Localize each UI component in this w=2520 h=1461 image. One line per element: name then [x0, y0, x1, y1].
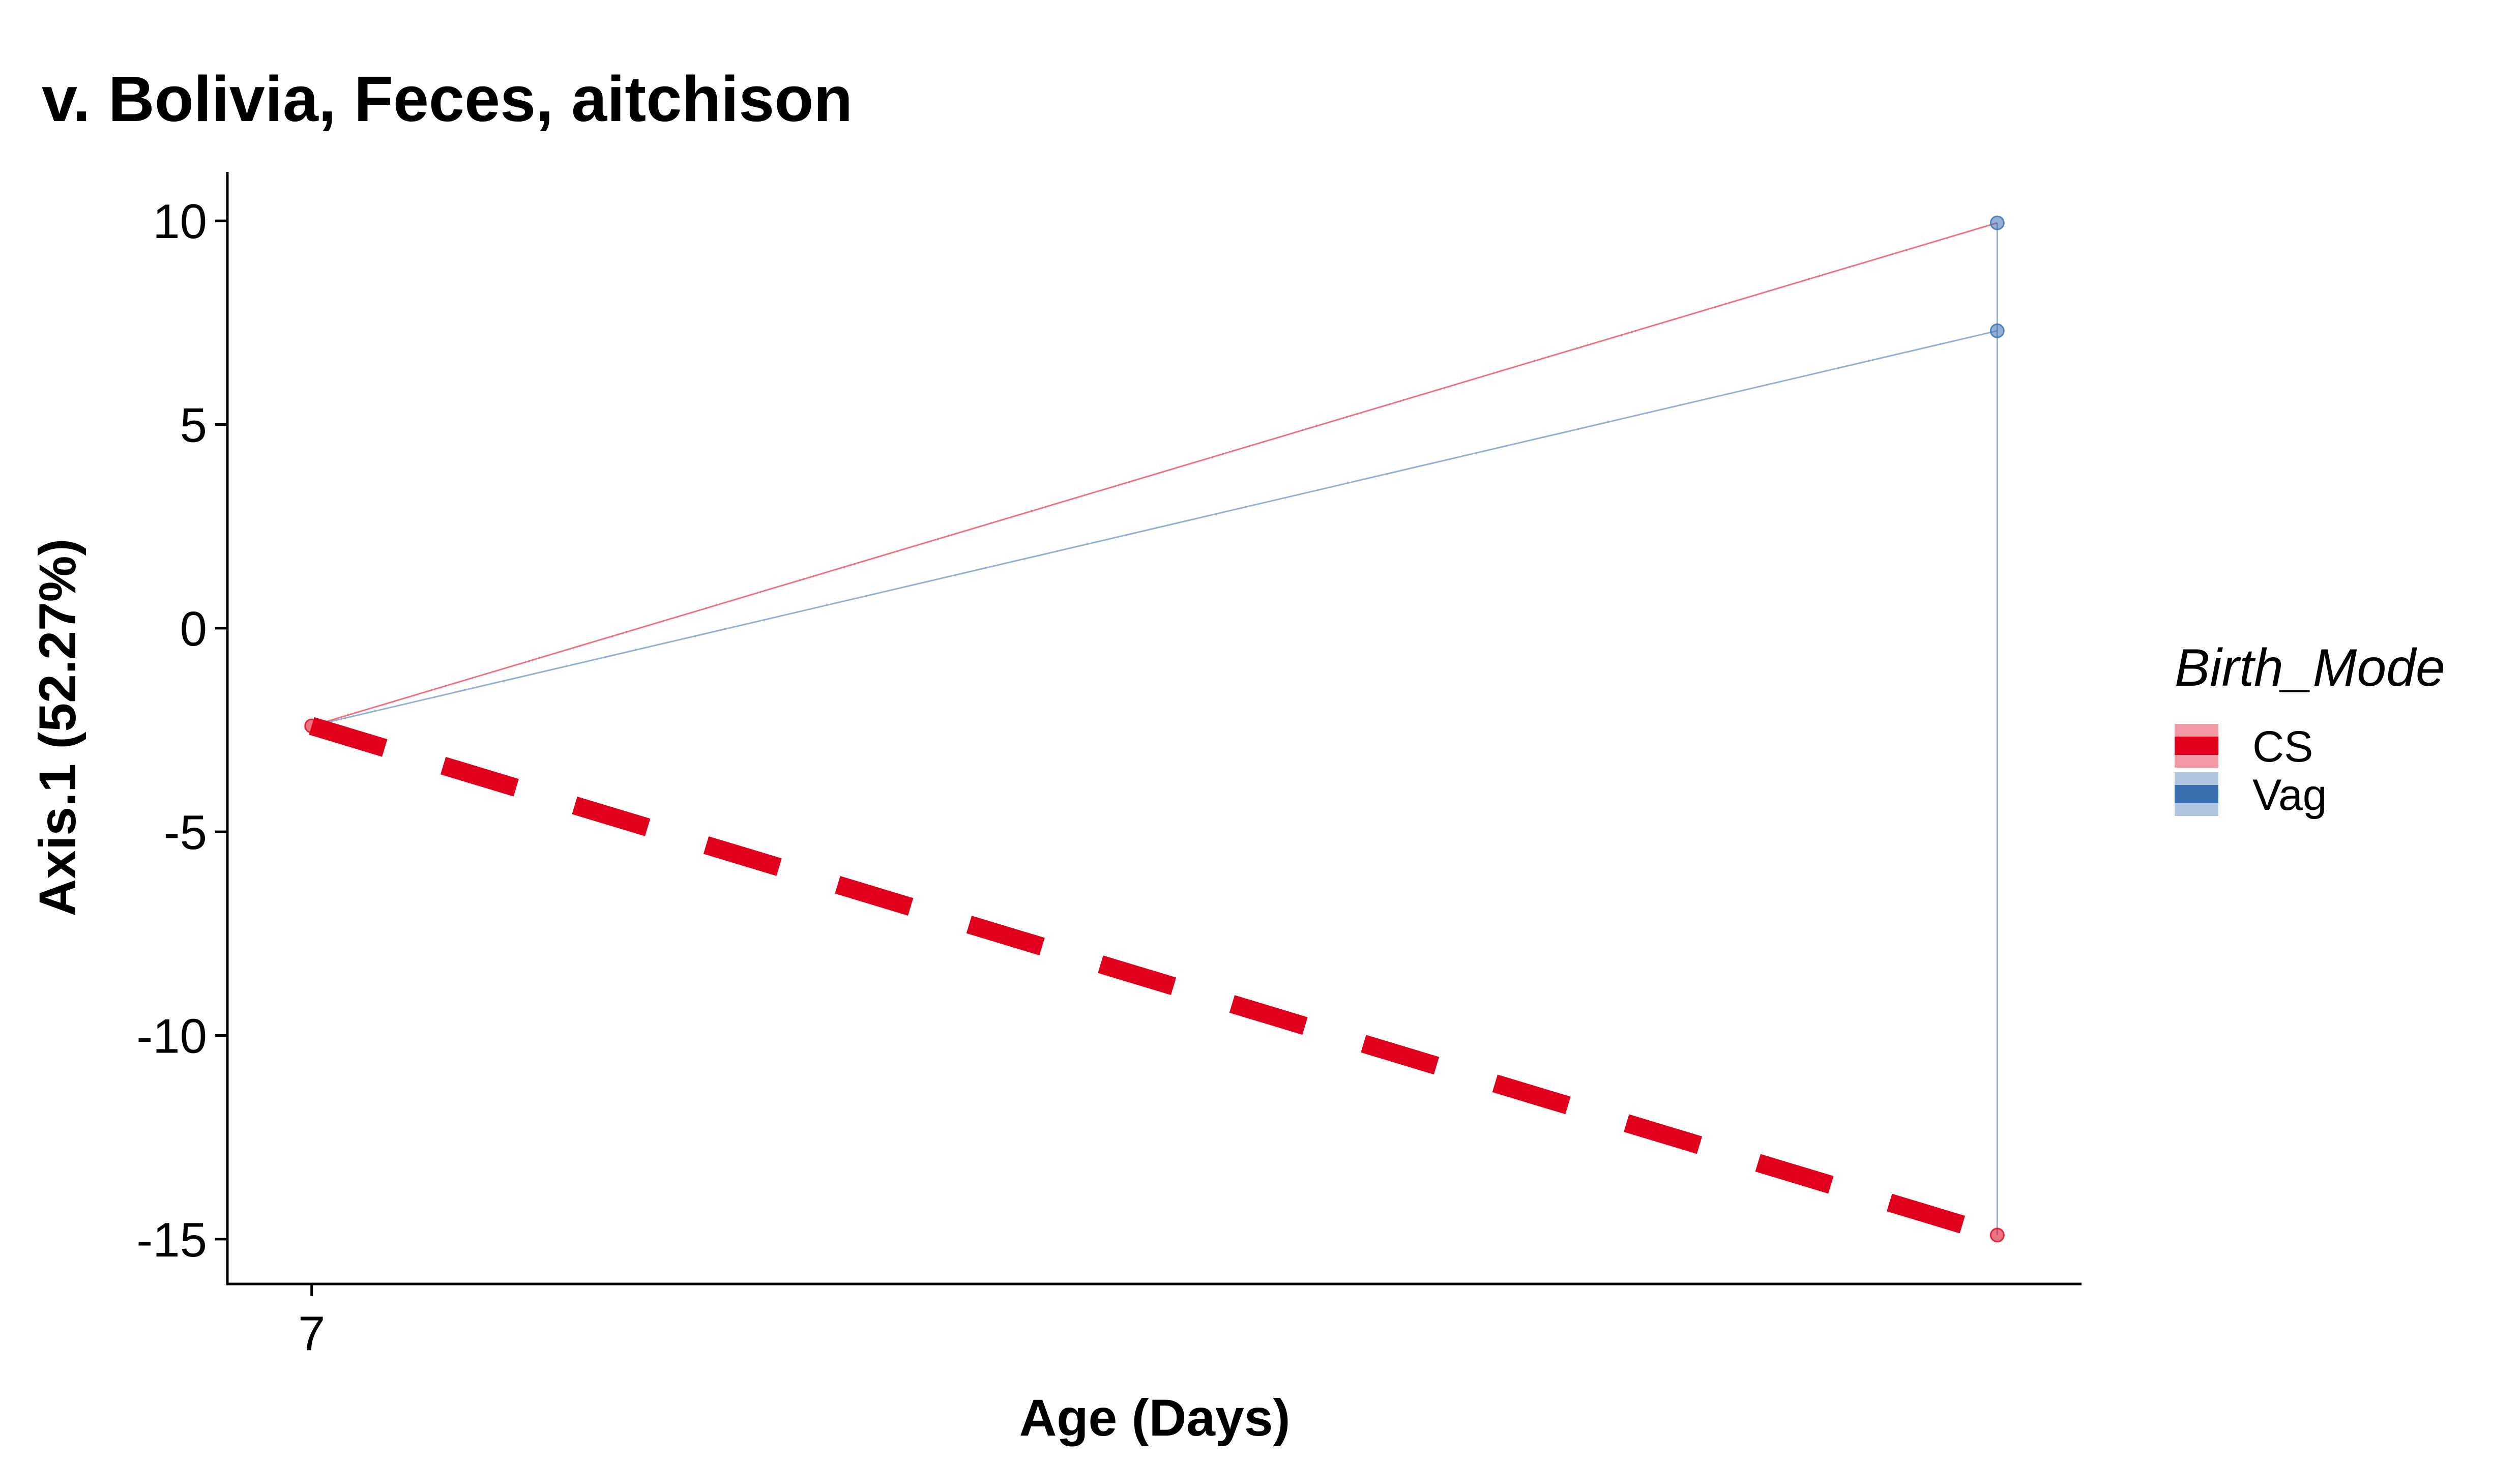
y-axis-title: Axis.1 (52.27%) [28, 539, 86, 917]
data-point-vag [1989, 323, 2005, 338]
series-line-vag [311, 330, 1998, 727]
x-axis-ticks: 7 [298, 1284, 325, 1361]
y-tick-label: -10 [136, 1009, 207, 1064]
data-point-vag [1989, 215, 2005, 230]
plot-series [309, 222, 2000, 1244]
series-line-cs-mean-trend [309, 717, 2000, 1244]
y-tick-label: 5 [180, 398, 207, 452]
legend-key-cs [2175, 724, 2218, 768]
x-tick-label: 7 [298, 1306, 325, 1361]
y-tick-label: -5 [164, 805, 207, 860]
legend-title: Birth_Mode [2175, 638, 2445, 697]
x-axis-title: Age (Days) [1019, 1389, 1291, 1447]
data-point-cs [1989, 1228, 2005, 1243]
y-tick-label: 10 [153, 194, 207, 249]
series-line-cs [311, 222, 1998, 727]
plot-points [304, 215, 2005, 1243]
y-axis-ticks: 10 5 0 -5 -10 -15 [136, 194, 227, 1267]
legend: Birth_Mode CS Vag [2175, 638, 2445, 820]
y-tick-label: -15 [136, 1213, 207, 1267]
legend-label-cs: CS [2252, 722, 2313, 771]
chart-title: v. Bolivia, Feces, aitchison [42, 63, 853, 135]
legend-key-vag [2175, 772, 2218, 816]
data-point-cs [304, 718, 319, 734]
legend-label-vag: Vag [2252, 771, 2327, 820]
y-tick-label: 0 [180, 602, 207, 656]
